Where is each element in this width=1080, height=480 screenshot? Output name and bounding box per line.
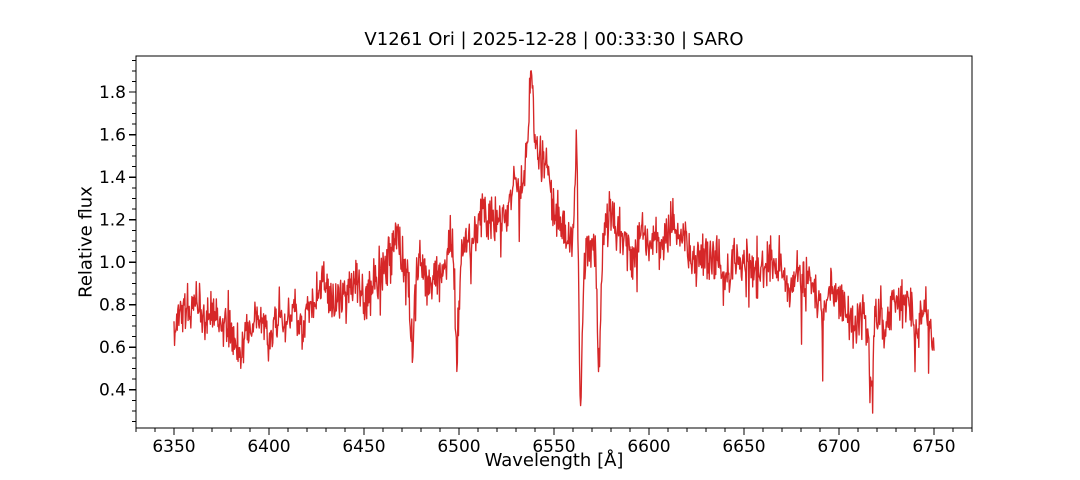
x-tick-label: 6450: [342, 437, 385, 457]
x-tick-label: 6700: [817, 437, 860, 457]
x-tick-label: 6550: [532, 437, 575, 457]
y-tick-label: 1.2: [99, 211, 126, 231]
x-tick-label: 6650: [722, 437, 765, 457]
x-tick-label: 6400: [247, 437, 290, 457]
spectrum-line: [173, 70, 935, 414]
y-tick-label: 1.8: [99, 83, 126, 103]
chart-title: V1261 Ori | 2025-12-28 | 00:33:30 | SARO: [364, 29, 744, 50]
y-tick-label: 0.4: [99, 381, 126, 401]
axes-frame: [135, 55, 973, 429]
x-tick-label: 6500: [437, 437, 480, 457]
x-axis-label: Wavelength [Å]: [484, 450, 624, 471]
y-tick-label: 1.0: [99, 253, 126, 273]
x-tick-label: 6750: [912, 437, 955, 457]
x-tick-label: 6600: [627, 437, 670, 457]
y-tick-label: 0.6: [99, 338, 126, 358]
y-tick-label: 1.6: [99, 126, 126, 146]
y-axis-label: Relative flux: [75, 186, 97, 298]
y-tick-label: 0.8: [99, 296, 126, 316]
y-tick-label: 1.4: [99, 168, 126, 188]
x-tick-label: 6350: [152, 437, 195, 457]
